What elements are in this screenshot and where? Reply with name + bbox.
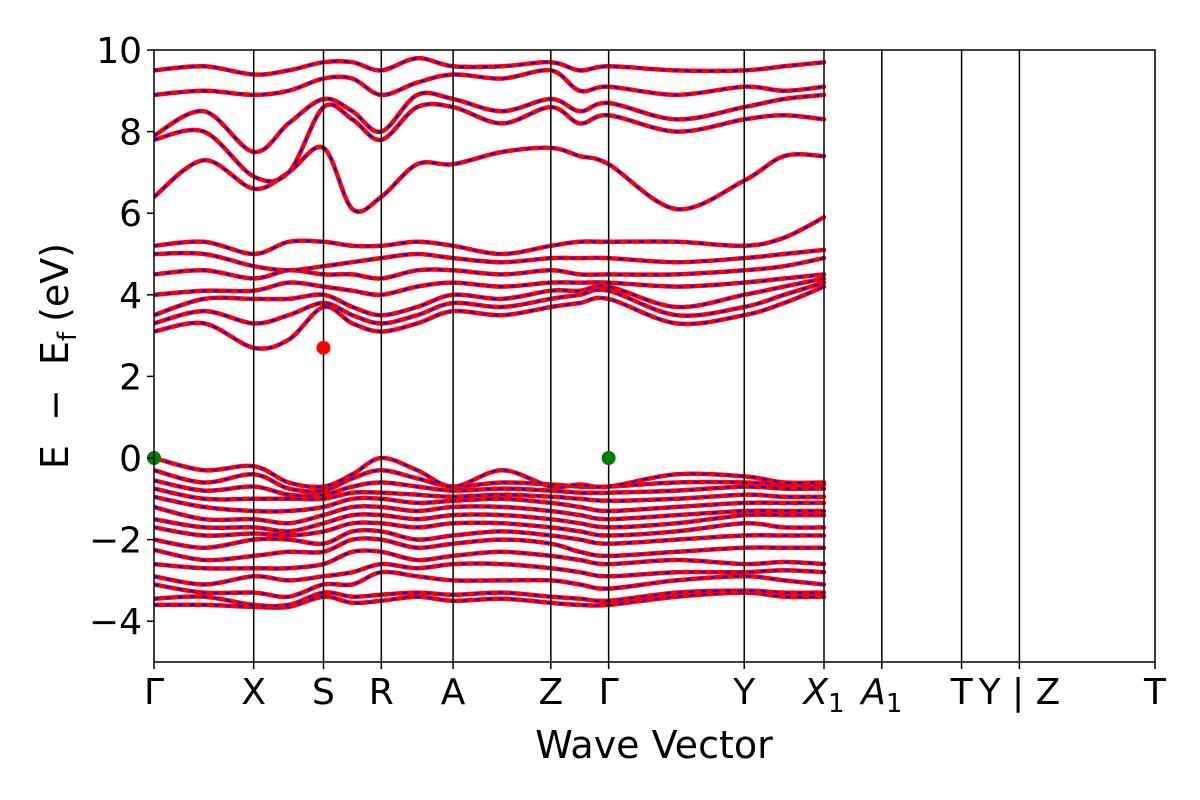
y-axis-label: E − Ef (eV) [33, 243, 83, 469]
x-tick-label-11: Y | Z [978, 672, 1061, 713]
x-tick-label-5: Z [538, 672, 563, 713]
y-label-e2: E [33, 341, 77, 365]
x-tick-label-12: T [1143, 672, 1167, 713]
y-axis-ticks: 10 8 6 4 2 0 −2 −4 [89, 31, 154, 643]
x-tick-label-8: X1 [801, 672, 844, 719]
vbm-marker-1 [601, 451, 616, 465]
y-tick-label-1: 8 [119, 113, 142, 154]
x-tick-label-0: Γ [144, 672, 164, 713]
x-axis-label: Wave Vector [535, 723, 773, 767]
band-6-spin-down [154, 529, 824, 549]
band-23-spin-up [154, 101, 827, 184]
band-21-spin-up [154, 215, 827, 257]
x-tick-label-3: R [369, 672, 394, 713]
bands-layer [154, 55, 827, 611]
y-label-subscript: f [53, 331, 83, 341]
cbm-marker [316, 340, 331, 355]
high-symmetry-lines [252, 50, 1021, 662]
plot-frame [153, 49, 1156, 663]
y-tick-label-5: 0 [119, 439, 142, 480]
band-23-spin-down [154, 103, 825, 183]
y-label-e: E [33, 445, 77, 469]
y-tick-label-2: 6 [119, 194, 142, 235]
band-21-spin-down [154, 216, 825, 256]
y-label-minus: − [33, 389, 77, 421]
band-26-spin-up [154, 55, 827, 77]
y-tick-label-6: −2 [89, 521, 142, 562]
y-tick-label-3: 4 [119, 276, 142, 317]
y-tick-label-7: −4 [89, 602, 142, 643]
band-24-spin-down [154, 91, 825, 154]
y-tick-label-4: 2 [119, 357, 142, 398]
y-tick-label-0: 10 [96, 31, 142, 72]
band-25-spin-down [154, 69, 825, 96]
band-15-spin-up [154, 284, 827, 351]
x-tick-label-7: Y [732, 672, 756, 713]
band-edge-markers [147, 340, 616, 465]
x-tick-label-2: S [312, 672, 335, 713]
band-26-spin-down [154, 57, 825, 76]
x-tick-label-6: Γ [599, 672, 619, 713]
x-tick-label-4: A [441, 672, 466, 713]
x-tick-label-1: X [241, 672, 266, 713]
band-2-spin-down [154, 570, 825, 598]
band-15-spin-down [154, 285, 825, 350]
x-tick-label-9: A1 [859, 672, 902, 719]
x-tick-label-10: T [950, 672, 974, 713]
y-label-unit: (eV) [33, 243, 77, 322]
